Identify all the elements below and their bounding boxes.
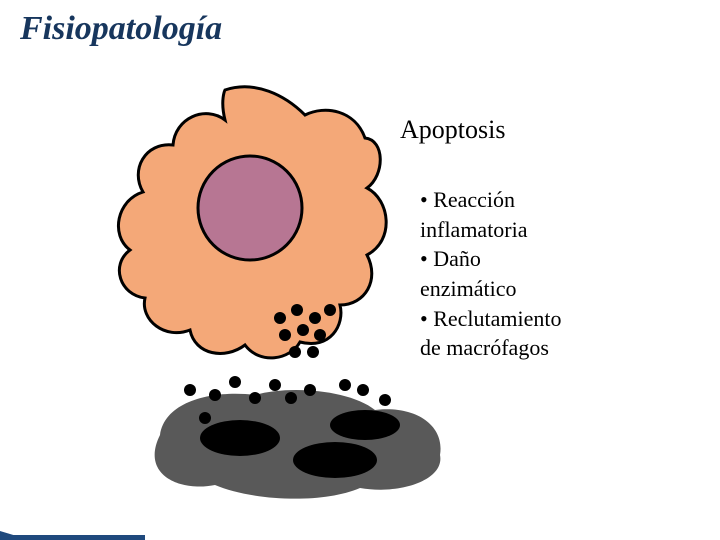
granule-dot: [274, 312, 286, 324]
granule-dot: [249, 392, 261, 404]
granule-dot: [184, 384, 196, 396]
granule-dot: [314, 329, 326, 341]
granule-dot: [324, 304, 336, 316]
granule-dot: [269, 379, 281, 391]
granule-dot: [289, 346, 301, 358]
cell-nucleus: [198, 156, 302, 260]
granule-dot: [297, 324, 309, 336]
granule-dot: [379, 394, 391, 406]
shadow-shape: [155, 390, 441, 499]
granule-dot: [357, 384, 369, 396]
granule-dot: [229, 376, 241, 388]
granule-dot: [199, 412, 211, 424]
shadow-hole: [293, 442, 377, 478]
granule-dot: [209, 389, 221, 401]
granule-dot: [279, 329, 291, 341]
granule-dot: [307, 346, 319, 358]
granule-dot: [304, 384, 316, 396]
granule-dot: [339, 379, 351, 391]
footer-accent: [0, 531, 180, 540]
granule-dot: [291, 304, 303, 316]
shadow-hole: [200, 420, 280, 456]
granule-dot: [309, 312, 321, 324]
cell-diagram: [45, 60, 475, 500]
granule-dot: [285, 392, 297, 404]
page-title: Fisiopatología: [20, 10, 222, 48]
shadow-hole: [330, 410, 400, 440]
